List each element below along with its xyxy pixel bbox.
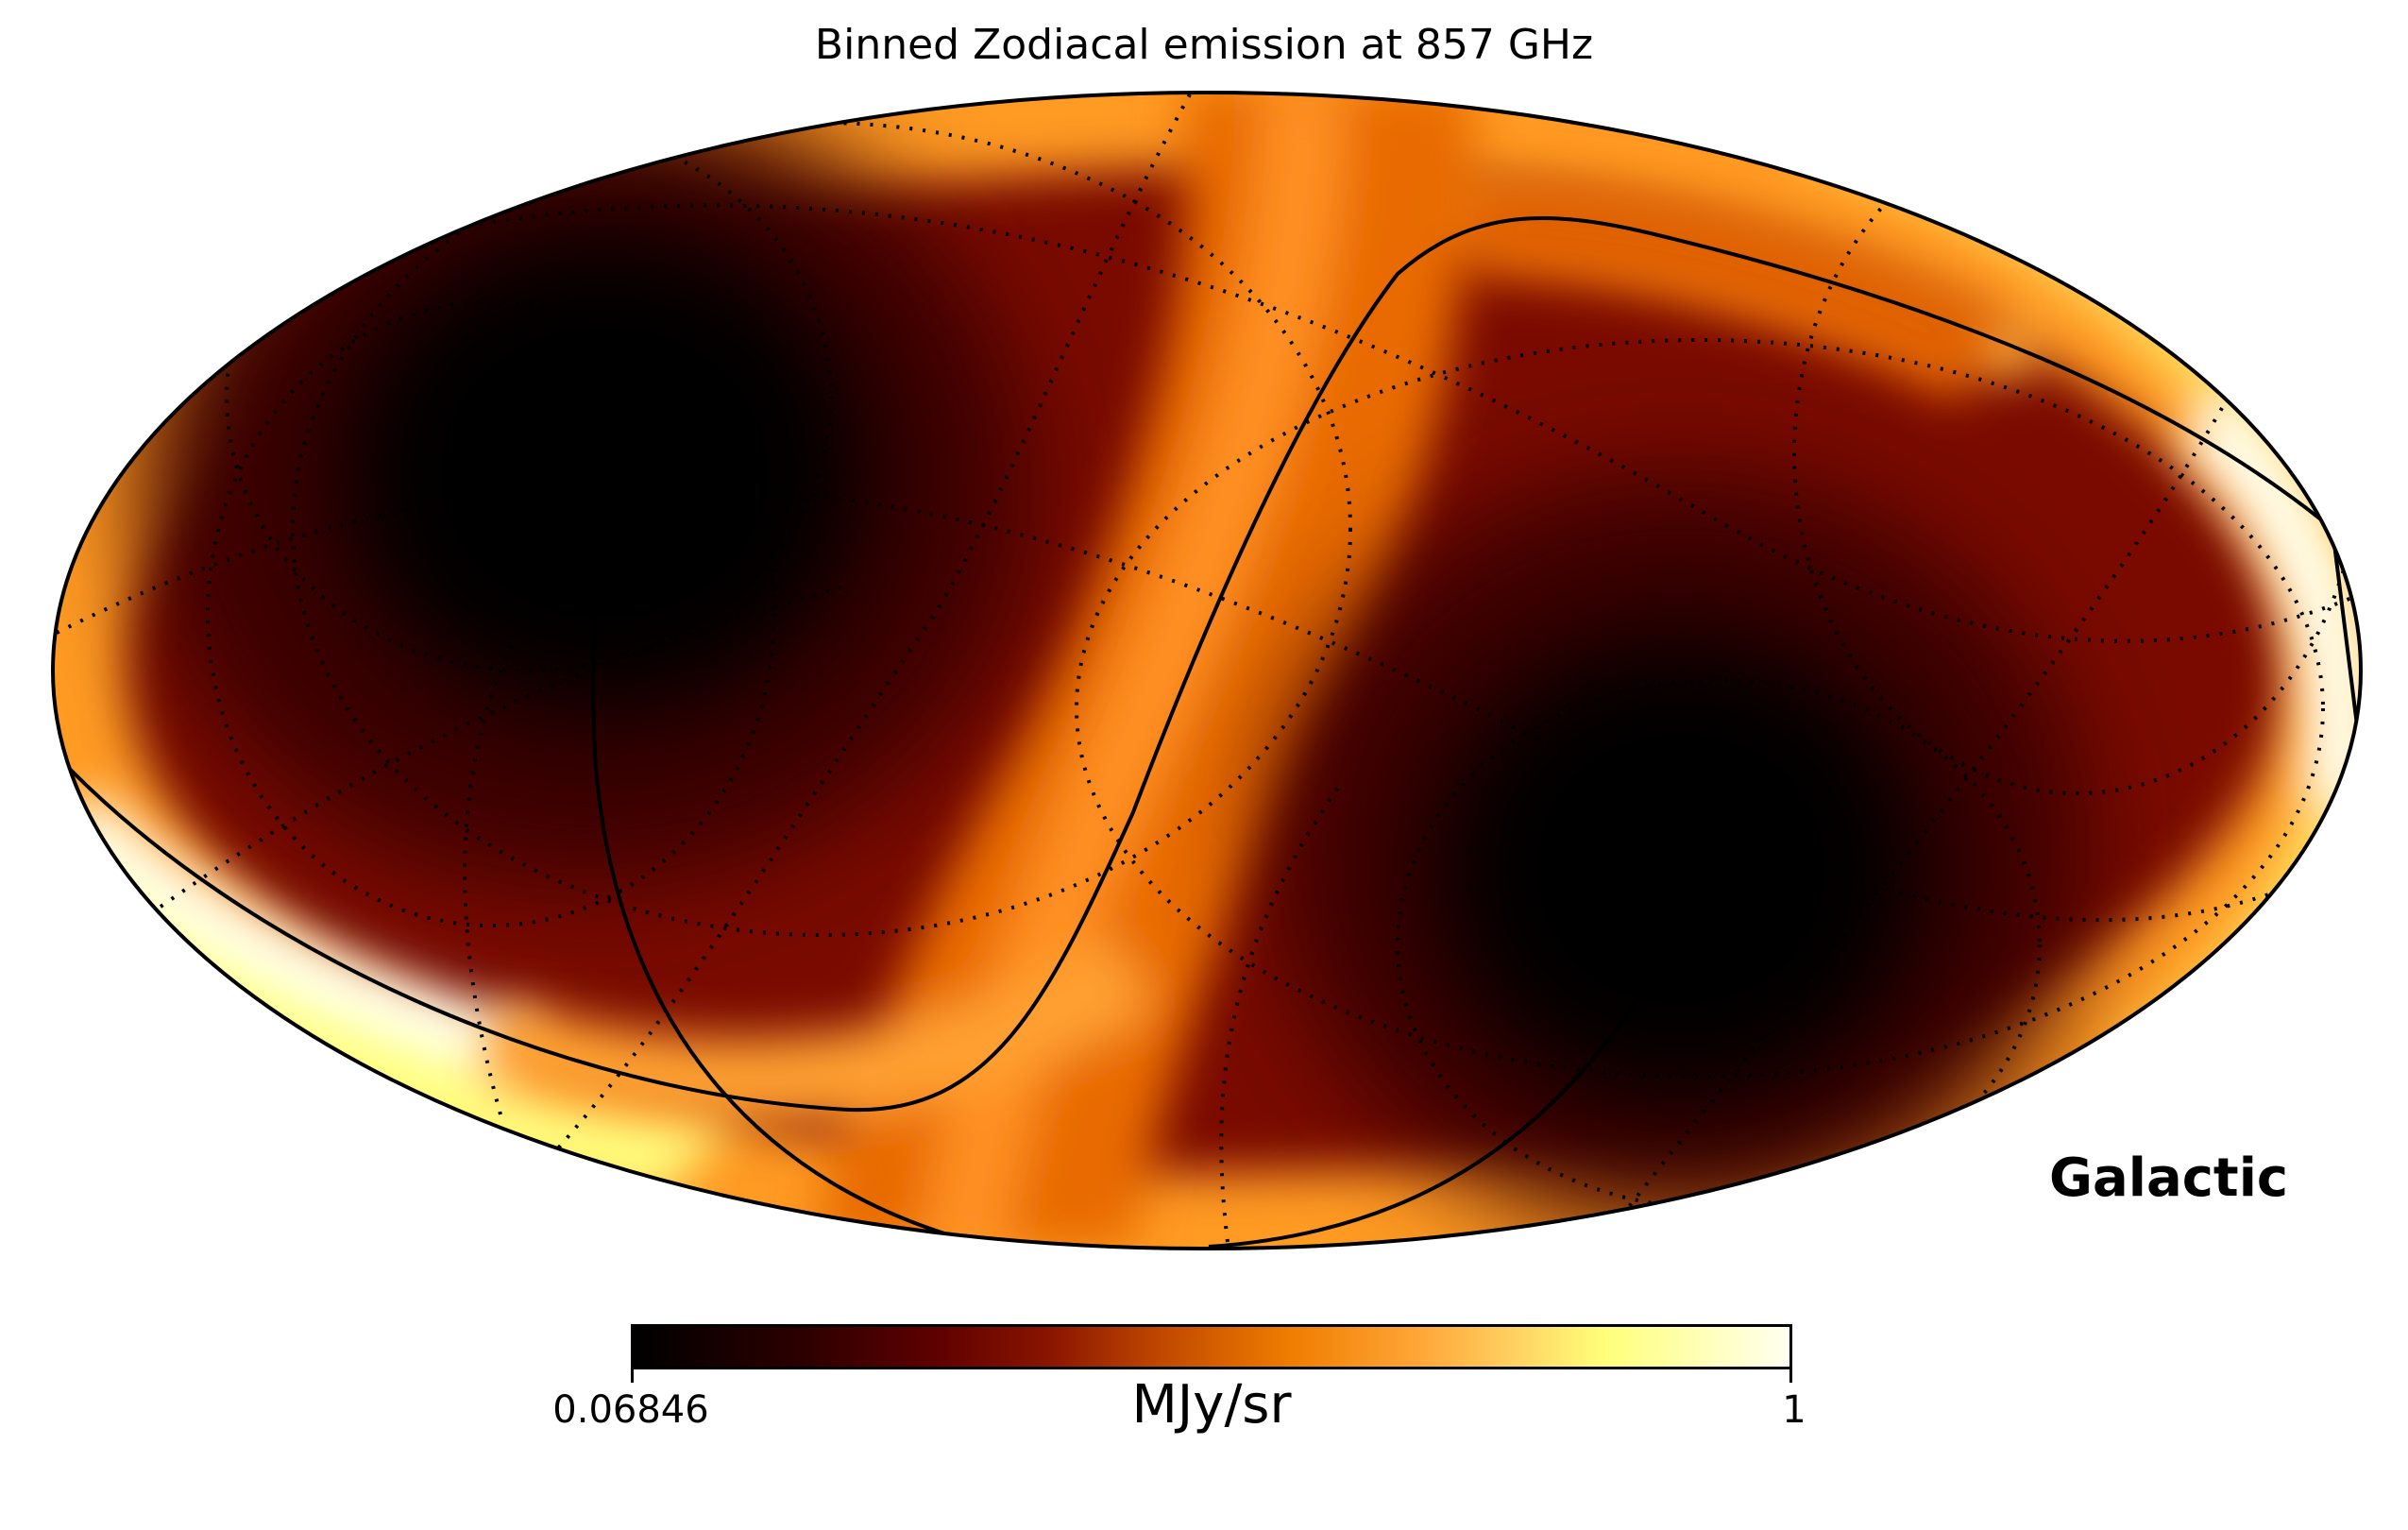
colorbar-max-tick (1789, 1369, 1792, 1383)
colorbar-min-label: 0.06846 (552, 1388, 709, 1432)
ecliptic-lines (55, 215, 2361, 1249)
map-title: Binned Zodiacal emission at 857 GHz (814, 21, 1594, 69)
graticule (56, 94, 2361, 1243)
colorbar-unit-label: MJy/sr (1131, 1374, 1292, 1436)
map-outline (51, 91, 2363, 1250)
coordinate-system-label: Galactic (2049, 1148, 2289, 1209)
colorbar-max-label: 1 (1782, 1388, 1806, 1432)
colorbar (631, 1324, 1792, 1369)
colorbar-min-tick (631, 1369, 634, 1383)
